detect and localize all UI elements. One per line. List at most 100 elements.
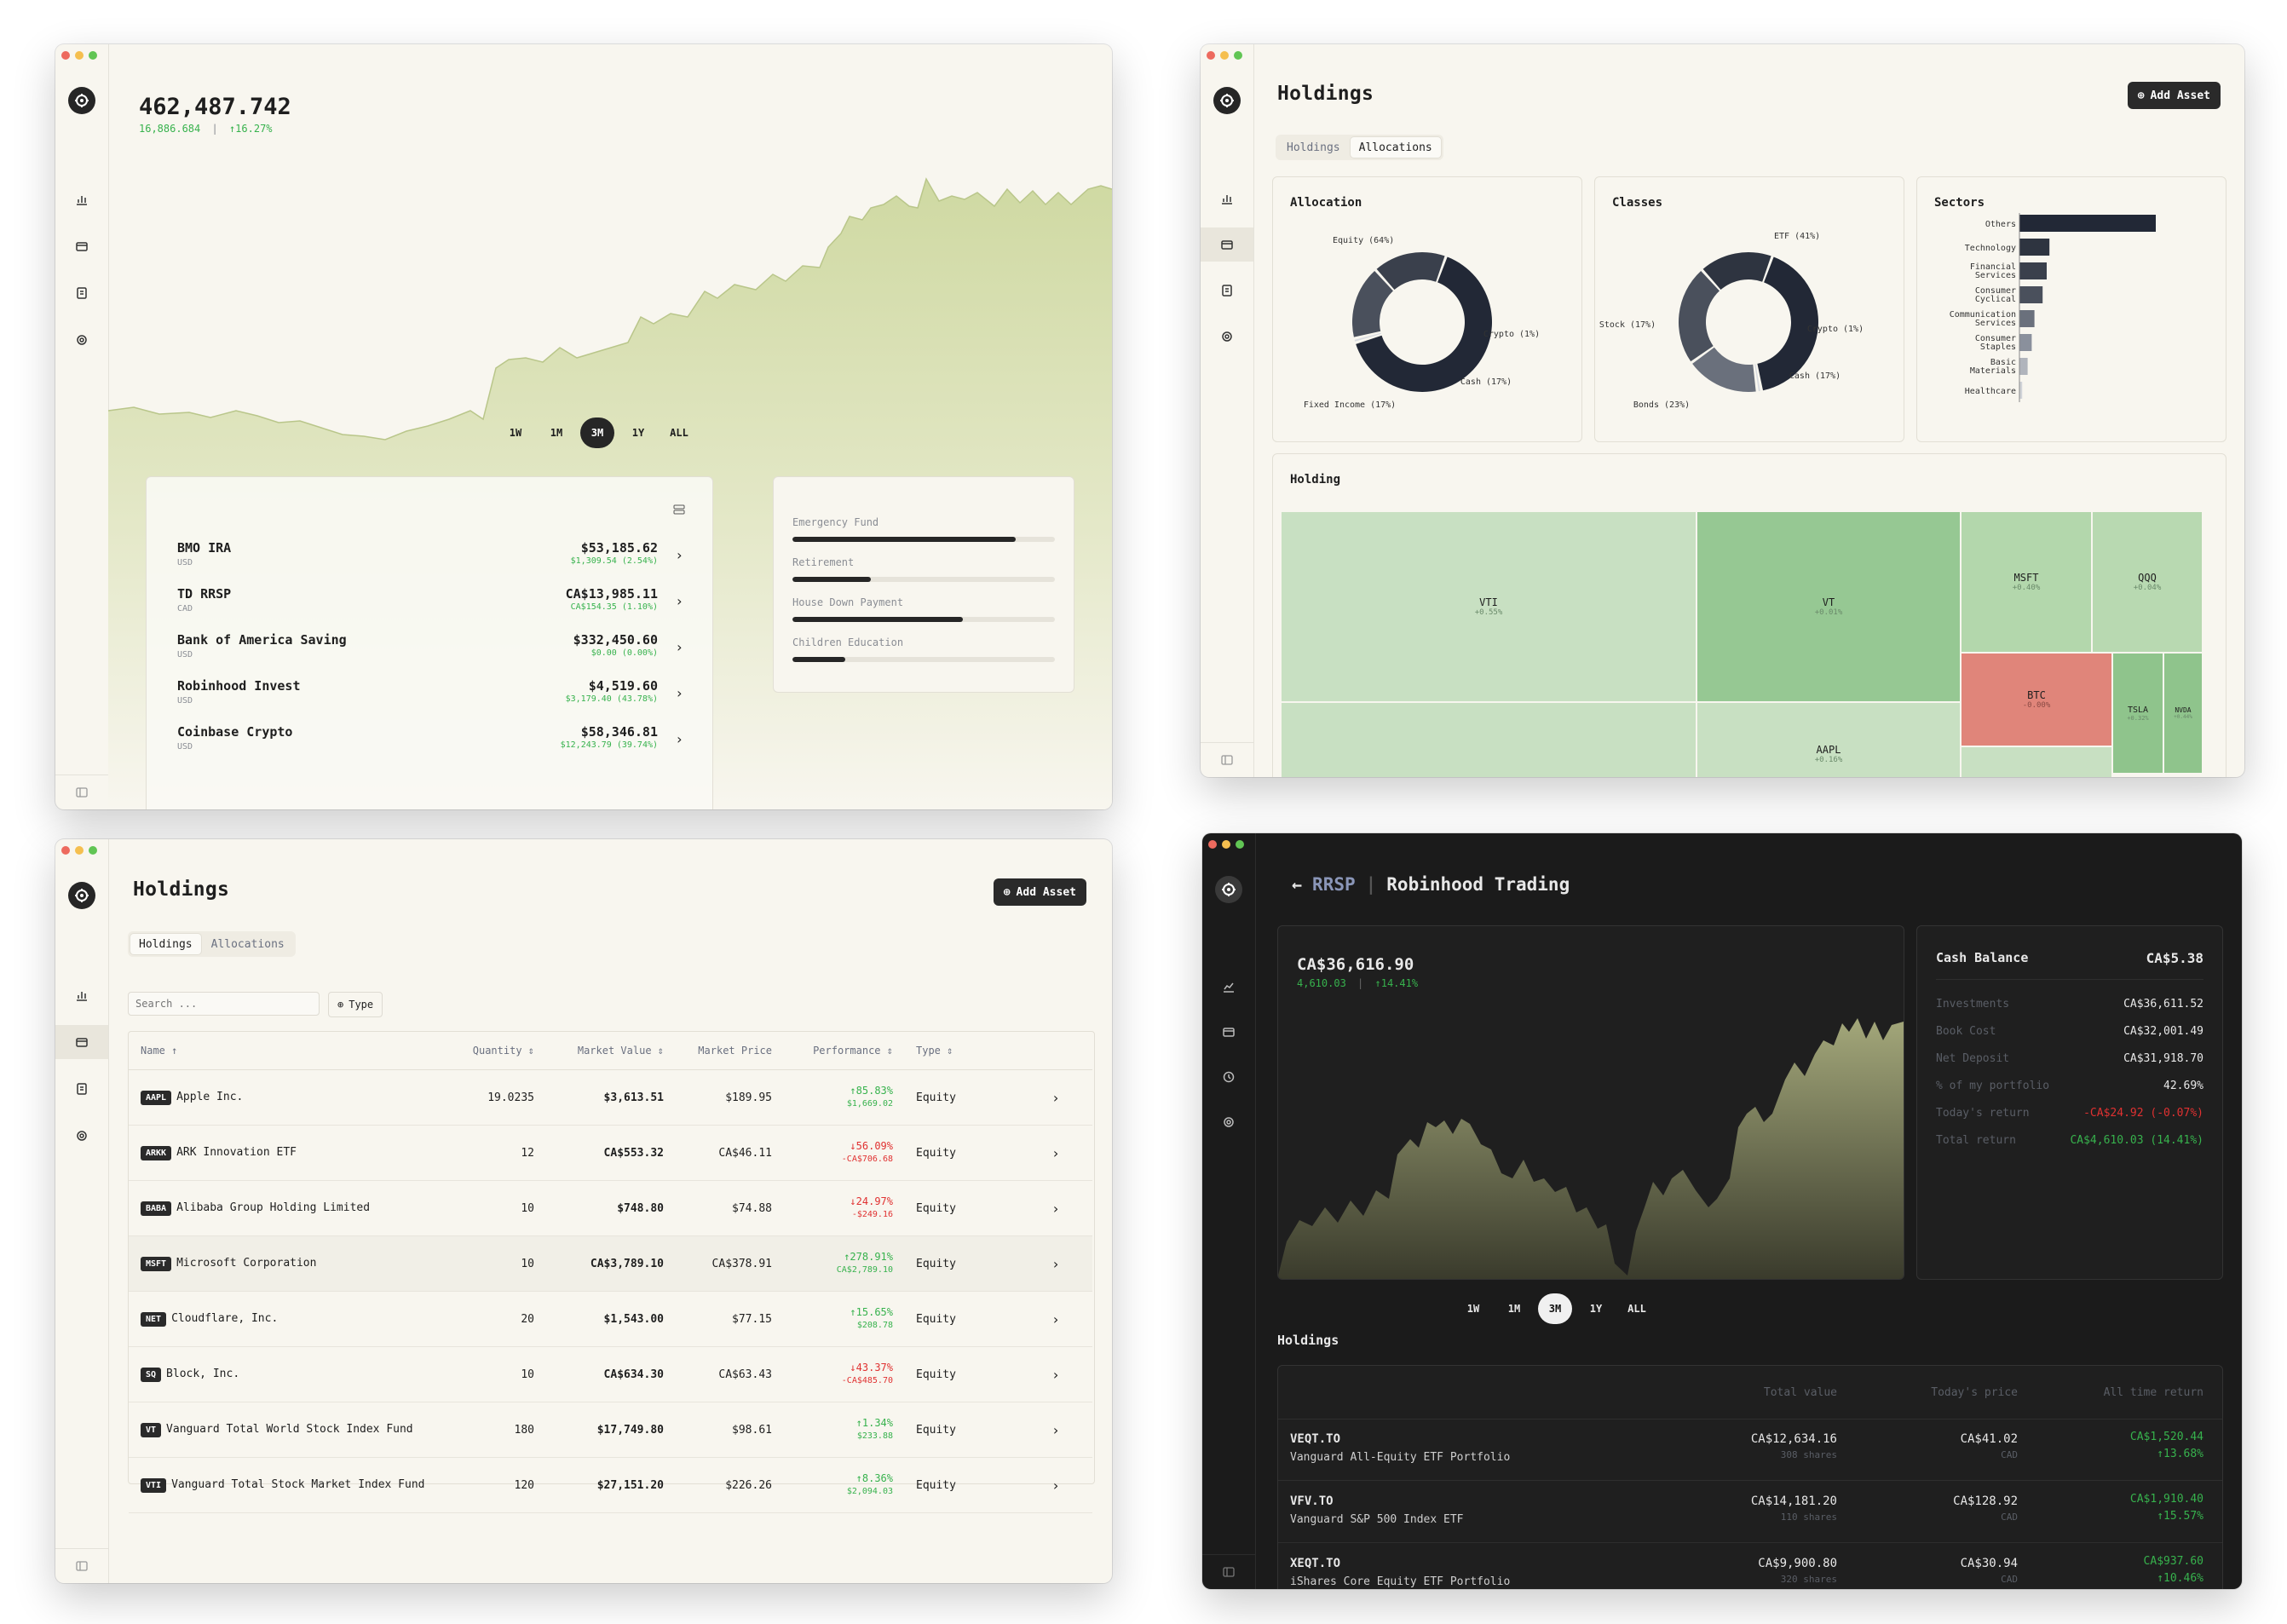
- sidebar-toggle-icon[interactable]: [55, 775, 108, 809]
- col-performance[interactable]: Performance ⇕: [773, 1032, 894, 1070]
- treemap-tile[interactable]: VT +0.01%: [1697, 512, 1960, 701]
- chevron-right-icon[interactable]: ›: [1019, 1125, 1092, 1181]
- treemap-tile[interactable]: MSFT +0.40%: [1962, 512, 2091, 652]
- window-controls[interactable]: [61, 846, 97, 855]
- col-type[interactable]: Type ⇕: [894, 1032, 1019, 1070]
- sector-bar[interactable]: [2019, 310, 2035, 327]
- type-filter-button[interactable]: ⊕ Type: [328, 992, 383, 1017]
- treemap-tile[interactable]: AAPL +0.16%: [1697, 703, 1960, 777]
- nav-wallet-icon[interactable]: [55, 1025, 108, 1059]
- add-asset-button[interactable]: ⊕ Add Asset: [993, 878, 1086, 906]
- col-quantity[interactable]: Quantity ⇕: [440, 1032, 535, 1070]
- app-logo-icon[interactable]: [68, 87, 95, 114]
- nav-wallet-icon[interactable]: [55, 229, 108, 263]
- holding-row[interactable]: XEQT.TO iShares Core Equity ETF Portfolio…: [1278, 1543, 2222, 1589]
- sector-bar[interactable]: [2019, 262, 2047, 279]
- sector-bar[interactable]: [2019, 239, 2050, 256]
- chevron-right-icon[interactable]: ›: [1019, 1069, 1092, 1126]
- account-row[interactable]: TD RRSP CAD CA$13,985.11 CA$154.35 (1.10%) ›: [177, 586, 683, 629]
- donut-slice[interactable]: [1352, 270, 1393, 337]
- table-row[interactable]: BABA Alibaba Group Holding Limited 10 $748.…: [129, 1180, 1092, 1236]
- donut-slice[interactable]: [1679, 270, 1720, 362]
- table-row[interactable]: VTI Vanguard Total Stock Market Index Fun…: [129, 1457, 1092, 1513]
- table-row[interactable]: VT Vanguard Total World Stock Index Fund 1…: [129, 1402, 1092, 1458]
- col-market-value[interactable]: Market Value ⇕: [535, 1032, 665, 1070]
- nav-chart-icon[interactable]: [1201, 181, 1253, 216]
- donut-slice[interactable]: [1754, 364, 1760, 392]
- app-logo-icon[interactable]: [68, 882, 95, 909]
- treemap-tile[interactable]: VTI +0.55%: [1282, 512, 1696, 701]
- chevron-right-icon[interactable]: ›: [1019, 1291, 1092, 1347]
- donut-slice[interactable]: [1692, 347, 1756, 392]
- chevron-right-icon[interactable]: ›: [1019, 1457, 1092, 1513]
- tab-holdings[interactable]: Holdings: [130, 934, 201, 954]
- table-row[interactable]: NET Cloudflare, Inc. 20 $1,543.00 $77.15 ↑15.…: [129, 1291, 1092, 1347]
- sector-bar[interactable]: [2019, 215, 2156, 232]
- chevron-right-icon[interactable]: ›: [1019, 1402, 1092, 1458]
- table-row[interactable]: AAPL Apple Inc. 19.0235 $3,613.51 $189.95 ↑85…: [129, 1069, 1092, 1126]
- nav-document-icon[interactable]: [55, 1072, 108, 1106]
- table-row[interactable]: MSFT Microsoft Corporation 10 CA$3,789.10 CA…: [129, 1235, 1092, 1292]
- nav-settings-icon[interactable]: [55, 1119, 108, 1153]
- account-row[interactable]: BMO IRA USD $53,185.62 $1,309.54 (2.54%) ›: [177, 540, 683, 583]
- table-row[interactable]: ARKK ARK Innovation ETF 12 CA$553.32 CA$46.1…: [129, 1125, 1092, 1181]
- sector-bar[interactable]: [2019, 286, 2043, 303]
- back-arrow-icon[interactable]: ←: [1292, 874, 1303, 895]
- holding-row[interactable]: VFV.TO Vanguard S&P 500 Index ETF CA$14,18…: [1278, 1481, 2222, 1543]
- stack-icon[interactable]: [673, 503, 685, 519]
- tab-holdings[interactable]: Holdings: [1287, 141, 1340, 154]
- nav-document-icon[interactable]: [1201, 274, 1253, 308]
- sector-bar[interactable]: [2019, 358, 2028, 375]
- range-1y[interactable]: 1Y: [631, 427, 645, 439]
- search-input[interactable]: [128, 992, 320, 1016]
- nav-chart-icon[interactable]: [55, 182, 108, 216]
- range-1m[interactable]: 1M: [550, 427, 563, 439]
- account-row[interactable]: Robinhood Invest USD $4,519.60 $3,179.40 (4…: [177, 678, 683, 721]
- nav-settings-icon[interactable]: [1202, 1105, 1255, 1139]
- range-all[interactable]: ALL: [1627, 1303, 1646, 1315]
- donut-slice[interactable]: [1702, 252, 1771, 291]
- sidebar-toggle-icon[interactable]: [55, 1548, 108, 1583]
- nav-wallet-icon[interactable]: [1201, 227, 1253, 262]
- treemap-tile[interactable]: QQQ +0.04%: [2093, 512, 2202, 652]
- col-name[interactable]: Name ↑: [129, 1032, 440, 1070]
- chevron-right-icon[interactable]: ›: [1019, 1346, 1092, 1402]
- range-1w[interactable]: 1W: [1466, 1303, 1480, 1315]
- tab-allocations[interactable]: Allocations: [210, 937, 285, 951]
- sector-bar[interactable]: [2019, 382, 2023, 399]
- nav-chart-icon[interactable]: [1202, 970, 1255, 1004]
- nav-chart-icon[interactable]: [55, 978, 108, 1012]
- range-3m[interactable]: 3M: [1538, 1293, 1572, 1324]
- nav-wallet-icon[interactable]: [1202, 1015, 1255, 1049]
- nav-settings-icon[interactable]: [55, 323, 108, 357]
- donut-slice[interactable]: [1354, 332, 1381, 342]
- nav-settings-icon[interactable]: [1201, 320, 1253, 354]
- breadcrumb-account-type[interactable]: RRSP: [1312, 874, 1356, 895]
- range-1m[interactable]: 1M: [1507, 1303, 1521, 1315]
- nav-document-icon[interactable]: [55, 276, 108, 310]
- holding-row[interactable]: VEQT.TO Vanguard All-Equity ETF Portfolio…: [1278, 1419, 2222, 1481]
- sidebar-toggle-icon[interactable]: [1201, 742, 1253, 777]
- account-row[interactable]: Bank of America Saving USD $332,450.60 $0.0…: [177, 632, 683, 675]
- range-1w[interactable]: 1W: [509, 427, 522, 439]
- sidebar-toggle-icon[interactable]: [1202, 1554, 1255, 1589]
- donut-slice[interactable]: [1757, 256, 1818, 391]
- treemap-tile[interactable]: TSLA +0.32%: [2113, 654, 2163, 773]
- range-3m[interactable]: 3M: [580, 418, 614, 448]
- window-controls[interactable]: [1207, 51, 1242, 60]
- chevron-right-icon[interactable]: ›: [1019, 1180, 1092, 1236]
- window-controls[interactable]: [61, 51, 97, 60]
- range-all[interactable]: ALL: [670, 427, 688, 439]
- treemap-tile[interactable]: BTC -0.00%: [1962, 654, 2111, 746]
- account-row[interactable]: Coinbase Crypto USD $58,346.81 $12,243.79 (…: [177, 724, 683, 767]
- app-logo-icon[interactable]: [1215, 876, 1242, 903]
- treemap-tile[interactable]: NVDA +0.44%: [2164, 654, 2202, 773]
- tab-allocations[interactable]: Allocations: [1350, 137, 1441, 158]
- nav-history-icon[interactable]: [1202, 1060, 1255, 1094]
- add-asset-button[interactable]: ⊕ Add Asset: [2127, 82, 2221, 109]
- sector-bar[interactable]: [2019, 334, 2032, 351]
- donut-slice[interactable]: [1356, 256, 1492, 393]
- table-row[interactable]: SQ Block, Inc. 10 CA$634.30 CA$63.43 ↓43.37% -…: [129, 1346, 1092, 1402]
- chevron-right-icon[interactable]: ›: [1019, 1235, 1092, 1292]
- app-logo-icon[interactable]: [1213, 87, 1241, 114]
